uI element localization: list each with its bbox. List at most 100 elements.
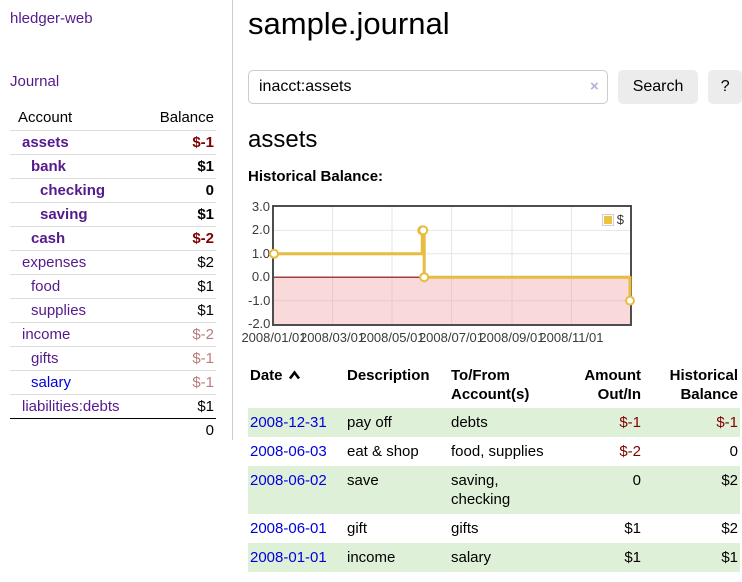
transaction-row: 2008-06-02 savesaving, checking0$2 [248, 466, 740, 514]
search-bar: × Search ? [248, 70, 742, 104]
journal-link[interactable]: Journal [10, 73, 232, 90]
date-column-header[interactable]: Date [248, 362, 345, 408]
account-row: expenses $2 [10, 251, 216, 275]
sidebar: hledger-web Journal Account Balance asse… [0, 0, 233, 440]
account-balance: $-1 [148, 371, 216, 395]
account-link[interactable]: bank [31, 158, 66, 175]
transaction-accounts: saving, checking [449, 466, 561, 514]
transaction-balance: $-1 [643, 408, 740, 437]
account-link[interactable]: gifts [31, 350, 59, 367]
account-balance: $1 [148, 299, 216, 323]
transaction-balance: $2 [643, 466, 740, 514]
account-balance: $-2 [148, 323, 216, 347]
chart-label: Historical Balance: [248, 168, 742, 186]
search-input[interactable] [248, 70, 608, 104]
y-axis-tick-label: 3.0 [248, 199, 270, 215]
account-balance: 0 [148, 179, 216, 203]
account-row: liabilities:debts $1 [10, 395, 216, 419]
transactions-table: Date Description To/From Account(s) Amou… [248, 362, 740, 572]
description-column-header: Description [345, 362, 449, 408]
x-axis-tick-label: 2008/11/01 [531, 330, 611, 346]
balance-column-header: Historical Balance [643, 362, 740, 408]
transaction-description: income [345, 543, 449, 572]
transaction-amount: $1 [561, 514, 643, 543]
transaction-row: 2008-06-01giftgifts$1$2 [248, 514, 740, 543]
transaction-accounts: food, supplies [449, 437, 561, 466]
account-row: income $-2 [10, 323, 216, 347]
transaction-description: save [345, 466, 449, 514]
account-link[interactable]: food [31, 278, 60, 295]
account-column-header: Account [10, 105, 148, 131]
transaction-amount: 0 [561, 466, 643, 514]
help-button[interactable]: ? [708, 70, 742, 104]
transaction-balance: 0 [643, 437, 740, 466]
account-row: assets $-1 [10, 131, 216, 155]
transaction-amount: $1 [561, 543, 643, 572]
account-link[interactable]: salary [31, 374, 71, 391]
transaction-description: eat & shop [345, 437, 449, 466]
historical-balance-chart: 3.02.01.00.0-1.0-2.0 $ 2008/01/012008/03… [248, 198, 728, 346]
account-balance: $-2 [148, 227, 216, 251]
legend-label: $ [617, 212, 624, 227]
transaction-row: 2008-01-01incomesalary$1$1 [248, 543, 740, 572]
transaction-date-link[interactable]: 2008-06-01 [250, 520, 327, 537]
account-link[interactable]: saving [40, 206, 88, 223]
transactions-header-row: Date Description To/From Account(s) Amou… [248, 362, 740, 408]
total-row: 0 [10, 419, 216, 443]
legend-swatch-icon [602, 214, 614, 226]
y-axis-tick-label: 0.0 [248, 269, 270, 285]
transaction-balance: $1 [643, 543, 740, 572]
sort-ascending-icon [288, 370, 301, 380]
transaction-balance: $2 [643, 514, 740, 543]
transaction-date-link[interactable]: 2008-12-31 [250, 414, 327, 431]
chart-legend: $ [600, 211, 626, 228]
transaction-amount: $-1 [561, 408, 643, 437]
balance-column-header: Balance [148, 105, 216, 131]
account-link[interactable]: liabilities:debts [22, 398, 120, 415]
transaction-amount: $-2 [561, 437, 643, 466]
account-link[interactable]: assets [22, 134, 69, 151]
app-title-link[interactable]: hledger-web [10, 10, 232, 27]
transaction-description: gift [345, 514, 449, 543]
plot-area: $ [272, 205, 632, 326]
search-button[interactable]: Search [618, 70, 699, 104]
main-content: sample.journal × Search ? assets Histori… [234, 0, 742, 572]
account-balance: $-1 [148, 131, 216, 155]
chart-canvas [274, 207, 630, 324]
search-box: × [248, 70, 608, 104]
account-row: salary $-1 [10, 371, 216, 395]
account-link[interactable]: cash [31, 230, 65, 247]
account-row: food $1 [10, 275, 216, 299]
account-row: gifts $-1 [10, 347, 216, 371]
transaction-accounts: salary [449, 543, 561, 572]
clear-search-icon[interactable]: × [590, 78, 599, 96]
accounts-header-row: Account Balance [10, 105, 216, 131]
transaction-date-link[interactable]: 2008-01-01 [250, 549, 327, 566]
transaction-row: 2008-06-03 eat & shopfood, supplies$-20 [248, 437, 740, 466]
account-row: checking 0 [10, 179, 216, 203]
account-link[interactable]: checking [40, 182, 105, 199]
account-row: saving $1 [10, 203, 216, 227]
account-balance: $2 [148, 251, 216, 275]
account-row: cash $-2 [10, 227, 216, 251]
y-axis-tick-label: 1.0 [248, 246, 270, 262]
account-link[interactable]: income [22, 326, 70, 343]
amount-column-header: Amount Out/In [561, 362, 643, 408]
account-balance: $-1 [148, 347, 216, 371]
account-balance: $1 [148, 395, 216, 419]
transaction-date-link[interactable]: 2008-06-03 [250, 443, 327, 460]
y-axis-tick-label: 2.0 [248, 222, 270, 238]
account-title: assets [248, 126, 742, 154]
transaction-accounts: debts [449, 408, 561, 437]
transaction-row: 2008-12-31pay offdebts$-1$-1 [248, 408, 740, 437]
transaction-date-link[interactable]: 2008-06-02 [250, 472, 327, 489]
y-axis-tick-label: -1.0 [248, 293, 270, 309]
account-balance: $1 [148, 203, 216, 227]
account-balance: $1 [148, 275, 216, 299]
account-link[interactable]: supplies [31, 302, 86, 319]
accounts-column-header: To/From Account(s) [449, 362, 561, 408]
account-row: bank$1 [10, 155, 216, 179]
accounts-table: Account Balance assets$-1bank$1checking0… [10, 105, 216, 442]
account-link[interactable]: expenses [22, 254, 86, 271]
total-balance: 0 [148, 419, 216, 443]
